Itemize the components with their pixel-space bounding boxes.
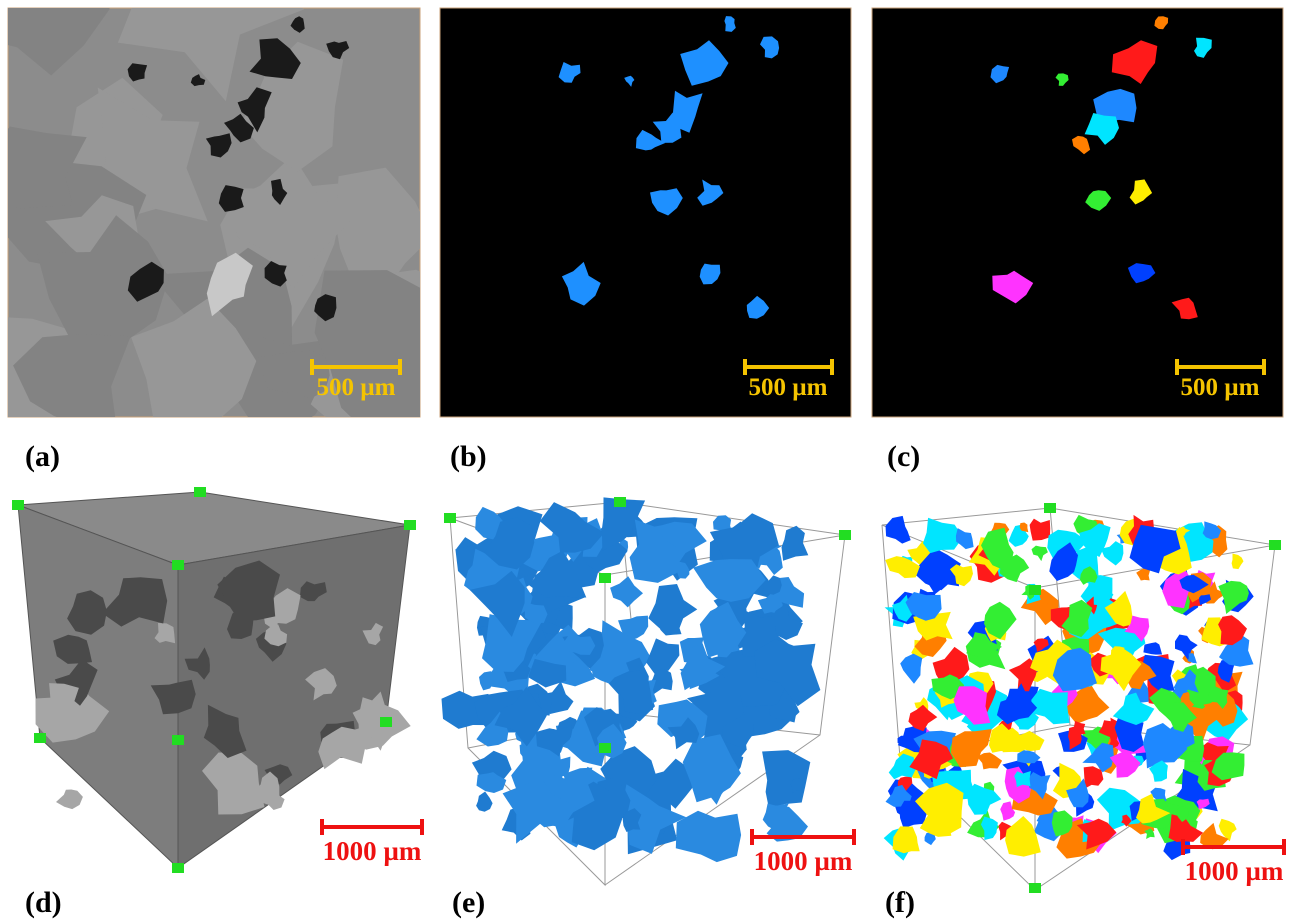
corner-marker <box>614 497 626 507</box>
figure: 500 µm (a) 500 µm (b) 500 µm (c) 1000 µm… <box>0 0 1294 921</box>
scale-label: 500 µm <box>749 374 828 401</box>
scale-label: 1000 µm <box>323 836 422 866</box>
corner-marker <box>1029 883 1041 893</box>
corner-marker <box>380 717 392 727</box>
pore <box>693 559 766 602</box>
corner-marker <box>404 520 416 530</box>
corner-marker <box>1029 585 1041 595</box>
panel-label: (c) <box>887 440 920 473</box>
pore <box>967 784 1001 815</box>
pore <box>1032 546 1048 562</box>
segmentation <box>872 8 1283 417</box>
pore <box>782 526 809 561</box>
pore <box>886 516 911 544</box>
corner-marker <box>172 863 184 873</box>
panel-a: 500 µm (a) <box>0 0 460 473</box>
panel-label: (f) <box>885 886 915 919</box>
corner-marker <box>444 513 456 523</box>
pore <box>476 792 493 812</box>
pores <box>884 515 1254 861</box>
corner-marker <box>34 733 46 743</box>
scale-label: 500 µm <box>1181 374 1260 401</box>
panel-label: (e) <box>452 886 485 919</box>
pore <box>900 654 922 684</box>
pore <box>1030 519 1051 541</box>
panel-c: 500 µm (c) <box>872 8 1283 473</box>
cube-right <box>178 525 410 868</box>
corner-marker <box>172 735 184 745</box>
scale-label: 1000 µm <box>754 846 853 876</box>
pore <box>954 686 991 725</box>
pore <box>762 750 810 808</box>
pore <box>610 576 643 607</box>
corner-marker <box>172 560 184 570</box>
panel-d: 1000 µm (d) <box>18 492 422 919</box>
corner-marker <box>1044 503 1056 513</box>
pore <box>56 790 83 810</box>
panel-e: 1000 µm (e) <box>442 497 855 919</box>
panel-label: (d) <box>25 886 62 919</box>
scale-label: 500 µm <box>317 374 396 401</box>
pore <box>676 811 741 862</box>
corner-marker <box>599 743 611 753</box>
pores <box>442 497 821 862</box>
panel-label: (a) <box>25 440 60 473</box>
pore <box>977 753 1002 770</box>
corner-marker <box>1269 540 1281 550</box>
corner-marker <box>599 573 611 583</box>
pore <box>956 528 974 549</box>
segmentation <box>440 8 851 417</box>
pore <box>648 584 697 635</box>
panel-b: 500 µm (b) <box>440 8 851 473</box>
pore <box>1232 554 1244 570</box>
corner-marker <box>194 487 206 497</box>
pore <box>1203 521 1222 539</box>
corner-marker <box>12 500 24 510</box>
panel-label: (b) <box>450 440 487 473</box>
panel-f: 1000 µm (f) <box>882 508 1284 919</box>
corner-marker <box>839 530 851 540</box>
scale-label: 1000 µm <box>1185 856 1284 886</box>
pore <box>479 671 501 690</box>
pore <box>1143 642 1162 654</box>
